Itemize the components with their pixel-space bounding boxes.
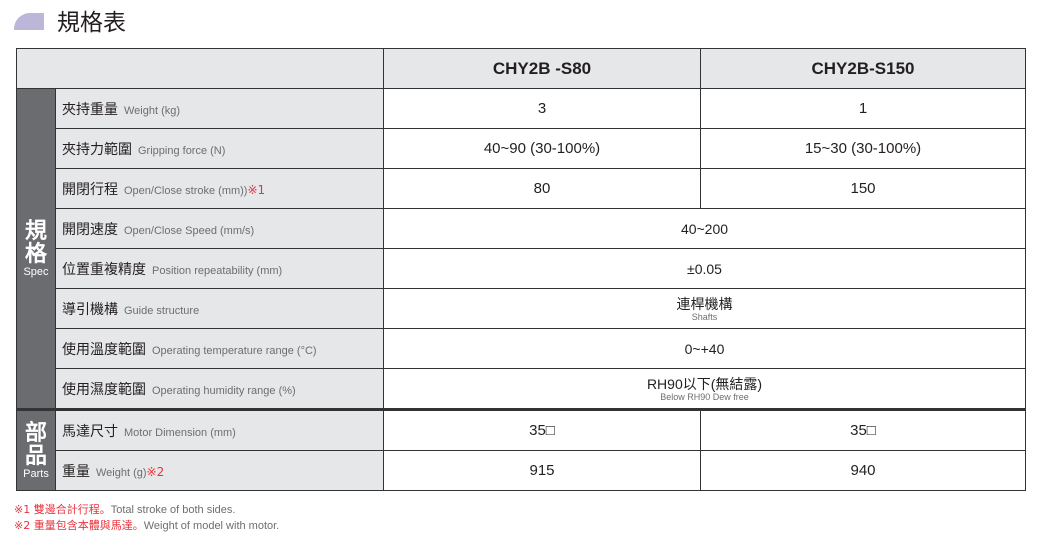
text: 導引機構 xyxy=(62,301,118,318)
page-title: 規格表 xyxy=(14,4,126,36)
text: RH90以下(無結露) xyxy=(646,375,763,392)
cell-value: 40~200 xyxy=(383,208,1026,249)
table-row: 開閉行程 Open/Close stroke (mm))※1 80 150 xyxy=(17,168,1026,209)
text: Weight (g) xyxy=(96,466,147,479)
text: Shafts xyxy=(691,311,718,322)
table-row: 夾持力範圍 Gripping force (N) 40~90 (30-100%) 15… xyxy=(17,128,1026,169)
row-label: 導引機構 Guide structure xyxy=(55,288,384,329)
section-spec: 規格 Spec xyxy=(16,88,56,410)
text: Operating humidity range (%) xyxy=(152,384,296,397)
text: Total stroke of both sides. xyxy=(110,504,236,516)
footnote: ※1 雙邊合計行程。Total stroke of both sides. xyxy=(14,502,279,518)
text: Gripping force (N) xyxy=(138,144,226,157)
text: Motor Dimension (mm) xyxy=(124,426,236,439)
footnotes: ※1 雙邊合計行程。Total stroke of both sides. ※2… xyxy=(14,502,279,534)
title-tab-decoration xyxy=(14,12,44,30)
text: Parts xyxy=(23,467,49,480)
row-label: 開閉行程 Open/Close stroke (mm))※1 xyxy=(55,168,384,209)
cell-value: 150 xyxy=(700,168,1026,209)
cell-value: 80 xyxy=(383,168,701,209)
row-label: 夾持重量 Weight (kg) xyxy=(55,88,384,129)
header-empty xyxy=(16,48,384,89)
cell-value: 15~30 (30-100%) xyxy=(700,128,1026,169)
cell-value: 0~+40 xyxy=(383,328,1026,369)
table-row: 位置重複精度 Position repeatability (mm) ±0.05 xyxy=(17,248,1026,289)
text: 開閉速度 xyxy=(62,221,118,238)
text: 規格 xyxy=(25,218,48,267)
text: Weight (kg) xyxy=(124,104,181,117)
column-header: CHY2B-S150 xyxy=(700,48,1026,89)
cell-value: RH90以下(無結露) Below RH90 Dew free xyxy=(383,368,1026,410)
footnote: ※2 重量包含本體與馬達。Weight of model with motor. xyxy=(14,518,279,534)
cell-value: 連桿機構 Shafts xyxy=(383,288,1026,329)
cell-value: 40~90 (30-100%) xyxy=(383,128,701,169)
text: ±0.05 xyxy=(687,260,722,277)
text: 夾持重量 xyxy=(62,101,118,118)
row-label: 馬達尺寸 Motor Dimension (mm) xyxy=(55,409,384,451)
text: Below RH90 Dew free xyxy=(660,391,749,402)
table-row: 使用濕度範圍 Operating humidity range (%) RH90以下… xyxy=(17,368,1026,410)
text: ※2 重量包含本體與馬達。 xyxy=(14,519,144,532)
text: 馬達尺寸 xyxy=(62,423,118,440)
row-label: 夾持力範圍 Gripping force (N) xyxy=(55,128,384,169)
cell-value: 1 xyxy=(700,88,1026,129)
section-parts: 部品 Parts xyxy=(16,409,56,491)
text: 使用溫度範圍 xyxy=(62,341,146,358)
table-row: 重量 Weight (g)※2 915 940 xyxy=(17,450,1026,491)
text: 重量 xyxy=(62,463,90,480)
cell-value: 915 xyxy=(383,450,701,491)
text: Guide structure xyxy=(124,304,200,317)
text: Open/Close stroke (mm)) xyxy=(124,184,248,197)
row-label: 使用溫度範圍 Operating temperature range (°C) xyxy=(55,328,384,369)
cell-value: 3 xyxy=(383,88,701,129)
table-row: 導引機構 Guide structure 連桿機構 Shafts xyxy=(17,288,1026,329)
text: 0~+40 xyxy=(684,340,725,357)
text: Open/Close Speed (mm/s) xyxy=(124,224,255,237)
cell-value: 35□ xyxy=(383,409,701,451)
table-row: 開閉速度 Open/Close Speed (mm/s) 40~200 xyxy=(17,208,1026,249)
text: 使用濕度範圍 xyxy=(62,381,146,398)
table-row: 規格 Spec 夾持重量 Weight (kg) 3 1 xyxy=(16,88,1026,410)
cell-value: 940 xyxy=(700,450,1026,491)
text: ※1 雙邊合計行程。 xyxy=(14,503,111,516)
text: 夾持力範圍 xyxy=(62,141,132,158)
cell-value: ±0.05 xyxy=(383,248,1026,289)
text: 40~200 xyxy=(680,220,729,237)
table-row: 部品 Parts 馬達尺寸 Motor Dimension (mm) 35□ 35□ xyxy=(16,409,1026,491)
column-header: CHY2B -S80 xyxy=(383,48,701,89)
text: Weight of model with motor. xyxy=(143,520,280,532)
text: 規格表 xyxy=(57,10,126,36)
text: 開閉行程 xyxy=(62,181,118,198)
row-label: 開閉速度 Open/Close Speed (mm/s) xyxy=(55,208,384,249)
text: ※1 xyxy=(247,182,266,197)
text: Position repeatability (mm) xyxy=(152,264,283,277)
header-row: CHY2B -S80 CHY2B-S150 xyxy=(16,48,1026,89)
row-label: 位置重複精度 Position repeatability (mm) xyxy=(55,248,384,289)
text: 位置重複精度 xyxy=(62,261,146,278)
spec-table: CHY2B -S80 CHY2B-S150 規格 Spec 夾持重量 Weight (… xyxy=(16,48,1026,491)
text: Operating temperature range (°C) xyxy=(152,344,317,357)
row-label: 使用濕度範圍 Operating humidity range (%) xyxy=(55,368,384,410)
table-row: 使用溫度範圍 Operating temperature range (°C) 0~… xyxy=(17,328,1026,369)
text: 連桿機構 xyxy=(676,295,733,312)
text: Spec xyxy=(23,265,49,278)
cell-value: 35□ xyxy=(700,409,1026,451)
row-label: 重量 Weight (g)※2 xyxy=(55,450,384,491)
text: ※2 xyxy=(146,464,165,479)
text: 部品 xyxy=(25,420,48,469)
